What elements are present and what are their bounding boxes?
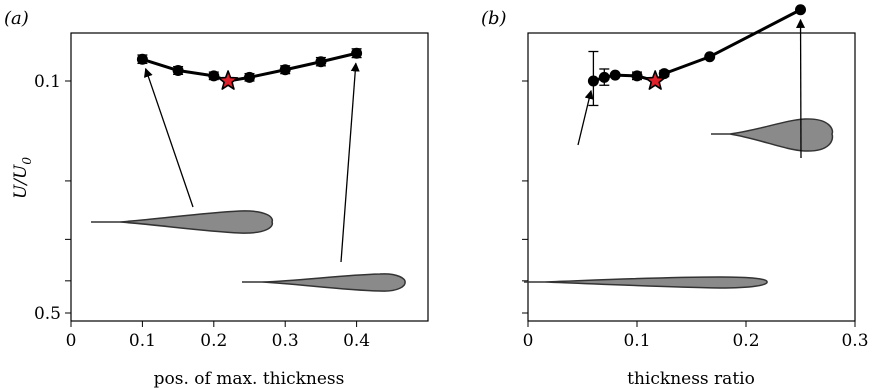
foil-thin	[524, 276, 768, 289]
data-point	[631, 70, 643, 82]
annotation-arrow	[340, 62, 360, 263]
data-point	[244, 71, 255, 83]
panel-b-label: (b)	[481, 8, 507, 29]
x-tick-label: 0.3	[841, 331, 868, 351]
data-point	[609, 69, 621, 81]
panel-b-xlabel: thickness ratio	[627, 369, 755, 388]
foil-rear-thick	[242, 273, 406, 292]
x-tick-label: 0.2	[732, 331, 759, 351]
panel-b-foils	[524, 118, 834, 289]
data-point	[172, 65, 184, 77]
panel-a-xlabel: pos. of max. thickness	[154, 369, 345, 388]
y-axis-label: U/U0	[11, 157, 34, 199]
foil-front-thick	[91, 210, 274, 234]
panel-a: (a) 0 0.1 0.2 0.3 0.4 0.1 0.5 pos. of max. thi…	[4, 8, 429, 388]
data-point	[351, 47, 363, 59]
x-tick-label: 0.2	[200, 331, 227, 351]
x-tick-label: 0	[66, 331, 77, 351]
data-point	[136, 53, 148, 65]
x-tick-label: 0.4	[343, 331, 370, 351]
panel-a-ticks: 0 0.1 0.2 0.3 0.4 0.1 0.5	[34, 72, 370, 351]
optimum-star-marker	[217, 70, 239, 90]
panel-a-label: (a)	[4, 8, 29, 29]
annotation-arrow	[577, 89, 594, 146]
panel-b-arrows	[577, 18, 806, 159]
data-point	[795, 4, 806, 16]
data-point	[598, 71, 610, 83]
panel-b: (b) 0 0.1 0.2 0.3 thickness ratio	[481, 4, 869, 388]
panel-b-ticks: 0 0.1 0.2 0.3	[522, 80, 869, 351]
data-point	[658, 68, 670, 80]
data-point	[208, 70, 220, 82]
panel-a-series	[136, 47, 363, 90]
series-line	[592, 8, 802, 83]
panel-b-frame	[527, 32, 856, 322]
y-tick-label: 0.5	[34, 304, 61, 324]
y-tick-label: 0.1	[34, 72, 61, 92]
panel-a-arrows	[143, 62, 360, 263]
x-tick-label: 0.3	[272, 331, 299, 351]
x-tick-label: 0.1	[623, 331, 650, 351]
x-tick-label: 0	[523, 331, 534, 351]
data-point	[704, 51, 716, 63]
data-point	[315, 56, 327, 68]
panel-a-frame	[70, 32, 429, 322]
series-line	[141, 51, 357, 83]
data-point	[587, 75, 599, 87]
data-point	[279, 64, 291, 76]
foil-thick	[711, 118, 834, 152]
x-tick-label: 0.1	[129, 331, 156, 351]
panel-b-series	[587, 4, 806, 107]
panel-a-foils	[91, 210, 406, 292]
annotation-arrow	[143, 67, 194, 208]
